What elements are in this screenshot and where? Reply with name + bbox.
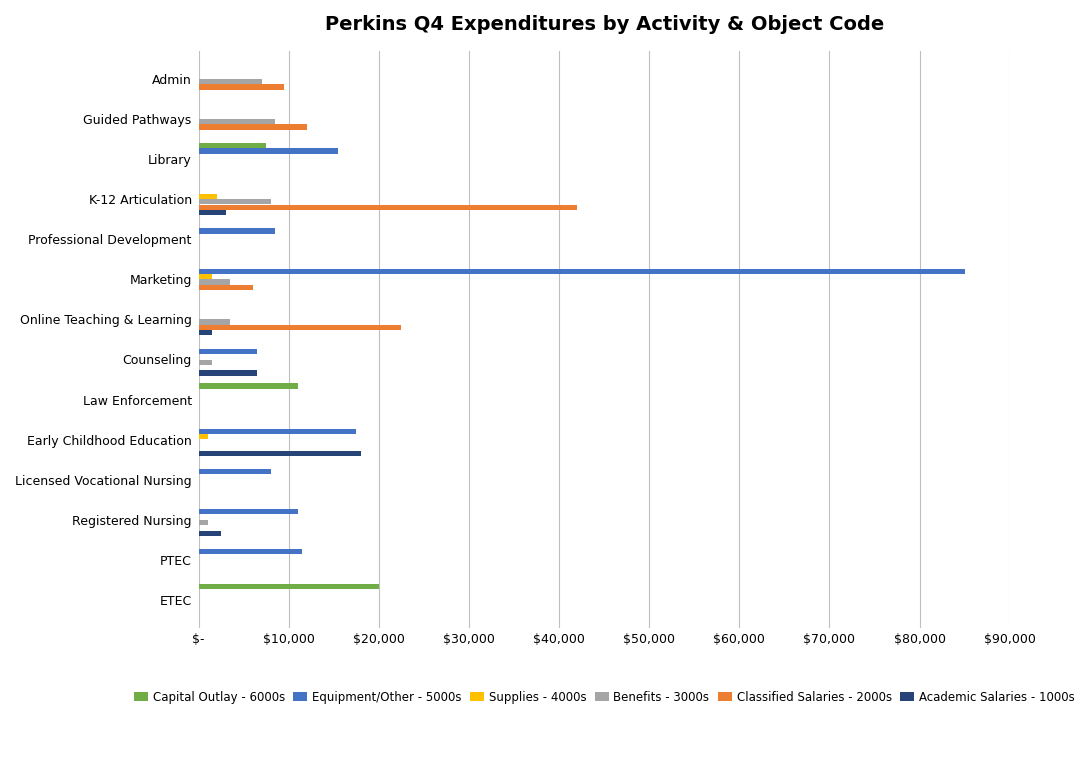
Bar <box>199 119 276 124</box>
Bar <box>199 319 230 325</box>
Bar <box>199 279 230 284</box>
Bar <box>199 79 262 84</box>
Bar <box>199 549 303 554</box>
Bar <box>199 348 257 354</box>
Bar <box>199 199 270 204</box>
Bar <box>199 370 257 375</box>
Legend: Capital Outlay - 6000s, Equipment/Other - 5000s, Supplies - 4000s, Benefits - 30: Capital Outlay - 6000s, Equipment/Other … <box>129 686 1079 709</box>
Bar <box>199 194 216 199</box>
Bar <box>199 210 226 215</box>
Bar <box>199 429 357 434</box>
Bar <box>199 530 222 536</box>
Bar <box>199 274 212 279</box>
Bar <box>199 469 270 474</box>
Bar <box>199 284 253 290</box>
Bar <box>199 84 284 89</box>
Bar <box>199 148 338 153</box>
Bar <box>199 268 964 274</box>
Bar <box>199 383 297 389</box>
Bar <box>199 330 212 335</box>
Bar <box>199 509 297 514</box>
Title: Perkins Q4 Expenditures by Activity & Object Code: Perkins Q4 Expenditures by Activity & Ob… <box>324 15 884 34</box>
Bar <box>199 143 266 148</box>
Bar <box>199 228 276 234</box>
Bar <box>199 584 378 589</box>
Bar <box>199 434 208 439</box>
Bar <box>199 325 401 330</box>
Bar <box>199 124 307 130</box>
Bar <box>199 450 361 456</box>
Bar <box>199 520 208 525</box>
Bar <box>199 359 212 365</box>
Bar <box>199 204 577 210</box>
